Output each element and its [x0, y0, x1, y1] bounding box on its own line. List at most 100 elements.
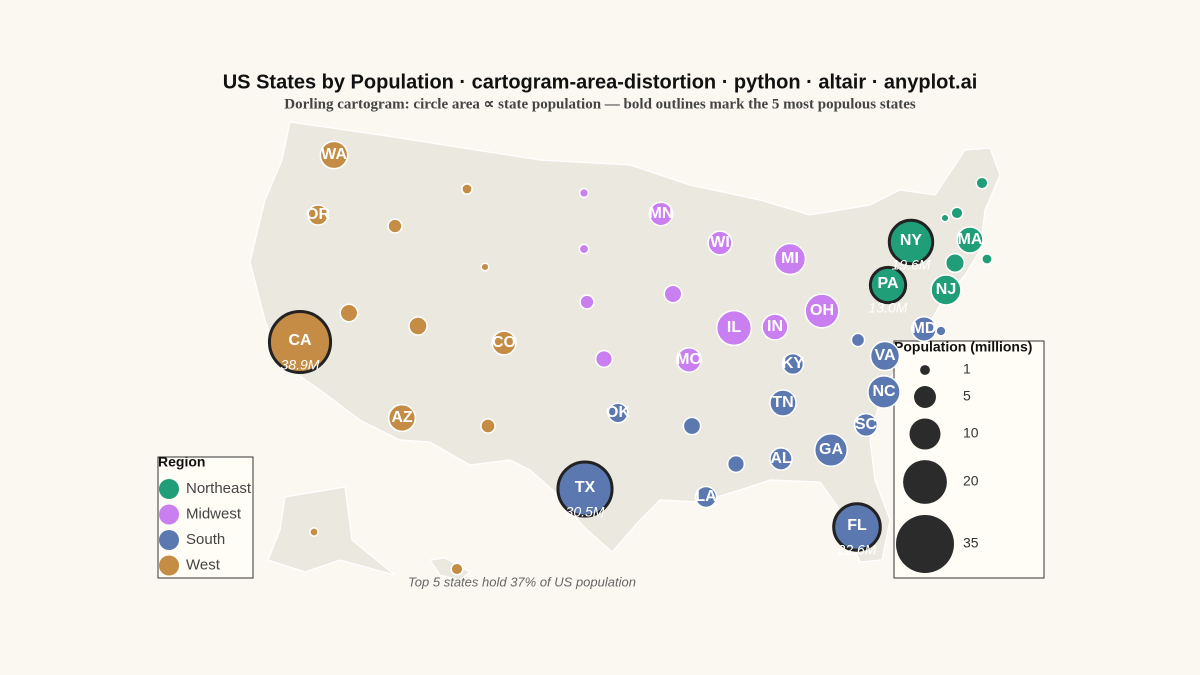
legend-label: West: [186, 556, 221, 573]
state-label: OK: [606, 404, 630, 421]
size-legend-circle: [920, 365, 930, 375]
state-circle: [450, 562, 464, 576]
state-circle: [956, 226, 984, 254]
state-label: TX: [575, 479, 596, 496]
state-circle: [940, 213, 950, 223]
state-circle: [981, 253, 993, 265]
state-circle: [676, 347, 702, 373]
state-circle: [850, 332, 866, 348]
state-label: SC: [855, 416, 878, 433]
state-circle: [307, 204, 329, 226]
state-circle: [804, 293, 840, 329]
state-label: CO: [492, 334, 516, 351]
state-label: NY: [900, 232, 923, 249]
legend-label: South: [186, 531, 225, 548]
state-circle: [975, 176, 989, 190]
state-circle: [869, 340, 901, 372]
legend-title: Region: [158, 454, 205, 470]
state-label: IN: [767, 318, 783, 335]
state-label: AZ: [391, 409, 413, 426]
state-label: KY: [782, 355, 805, 372]
state-circle: [663, 284, 683, 304]
state-circle: [761, 313, 789, 341]
state-label: CA: [288, 332, 312, 349]
state-circle: [769, 447, 793, 471]
state-label: MO: [676, 351, 702, 368]
state-circle: [813, 432, 849, 468]
alaska: [267, 486, 396, 576]
legend-swatch: [159, 530, 179, 550]
size-legend-title: Population (millions): [894, 339, 1032, 355]
state-circle: [930, 274, 962, 306]
state-label: WI: [710, 234, 730, 251]
map: [249, 121, 1001, 581]
state-label: MI: [781, 250, 799, 267]
annotation: Top 5 states hold 37% of US population: [408, 574, 636, 589]
legend-label: Northeast: [186, 480, 252, 497]
size-legend-circle: [903, 460, 947, 504]
state-circle: [769, 389, 797, 417]
legend-label: Midwest: [186, 505, 242, 522]
state-label: WA: [321, 146, 347, 163]
state-circle: [579, 294, 595, 310]
state-circle: [935, 325, 947, 337]
state-circle: [707, 230, 733, 256]
state-label: NJ: [936, 281, 956, 298]
value-label: 38.9M: [281, 357, 320, 373]
legend-swatch: [159, 504, 179, 525]
state-label: LA: [695, 488, 717, 505]
state-circle: [491, 330, 517, 356]
state-circle: [387, 218, 403, 234]
state-label: FL: [847, 517, 867, 534]
state-circle: [682, 416, 702, 436]
size-legend-label: 5: [963, 388, 971, 404]
state-circle: [726, 454, 746, 474]
region-legend-box: [157, 456, 254, 579]
state-circle: [267, 309, 333, 375]
state-circle: [387, 403, 417, 433]
state-label: MD: [912, 320, 937, 337]
size-legend-circle: [909, 418, 941, 450]
state-circle: [648, 201, 674, 227]
state-circle: [594, 349, 614, 369]
state-circle: [773, 242, 807, 276]
state-circle: [319, 140, 349, 170]
value-label: 30.5M: [566, 504, 605, 520]
size-legend-circle: [896, 515, 954, 573]
state-label: IL: [727, 319, 741, 336]
state-circle: [867, 375, 901, 409]
state-circle: [715, 309, 753, 347]
size-legend-label: 35: [963, 535, 979, 551]
state-label: MA: [958, 231, 983, 248]
state-circle: [556, 460, 614, 518]
value-label: 19.6M: [892, 257, 931, 273]
state-label: GA: [819, 441, 843, 458]
state-label: TN: [772, 394, 793, 411]
us-outline: [249, 121, 1001, 563]
size-legend-label: 10: [963, 425, 979, 441]
legend-swatch: [159, 555, 179, 576]
size-legend-label: 1: [963, 361, 971, 377]
state-circle: [944, 252, 966, 274]
state-label: OR: [306, 206, 330, 223]
chart-subtitle: Dorling cartogram: circle area ∝ state p…: [284, 96, 916, 112]
state-circle: [309, 527, 319, 537]
state-circle: [339, 303, 359, 323]
state-circle: [887, 218, 935, 266]
state-circle: [781, 352, 805, 376]
state-circle: [408, 316, 428, 336]
chart-title: US States by Population · cartogram-area…: [223, 71, 978, 93]
state-circle: [461, 183, 473, 195]
state-circle: [832, 502, 882, 552]
state-circle: [578, 243, 590, 255]
state-circle: [480, 418, 496, 434]
state-label: VA: [874, 347, 895, 364]
state-label: OH: [810, 302, 834, 319]
size-legend-label: 20: [963, 473, 979, 489]
state-label: MN: [649, 205, 674, 222]
state-circle: [578, 187, 590, 199]
state-circle: [480, 262, 490, 272]
value-label: 13.0M: [869, 300, 908, 316]
value-label: 22.6M: [837, 542, 877, 558]
